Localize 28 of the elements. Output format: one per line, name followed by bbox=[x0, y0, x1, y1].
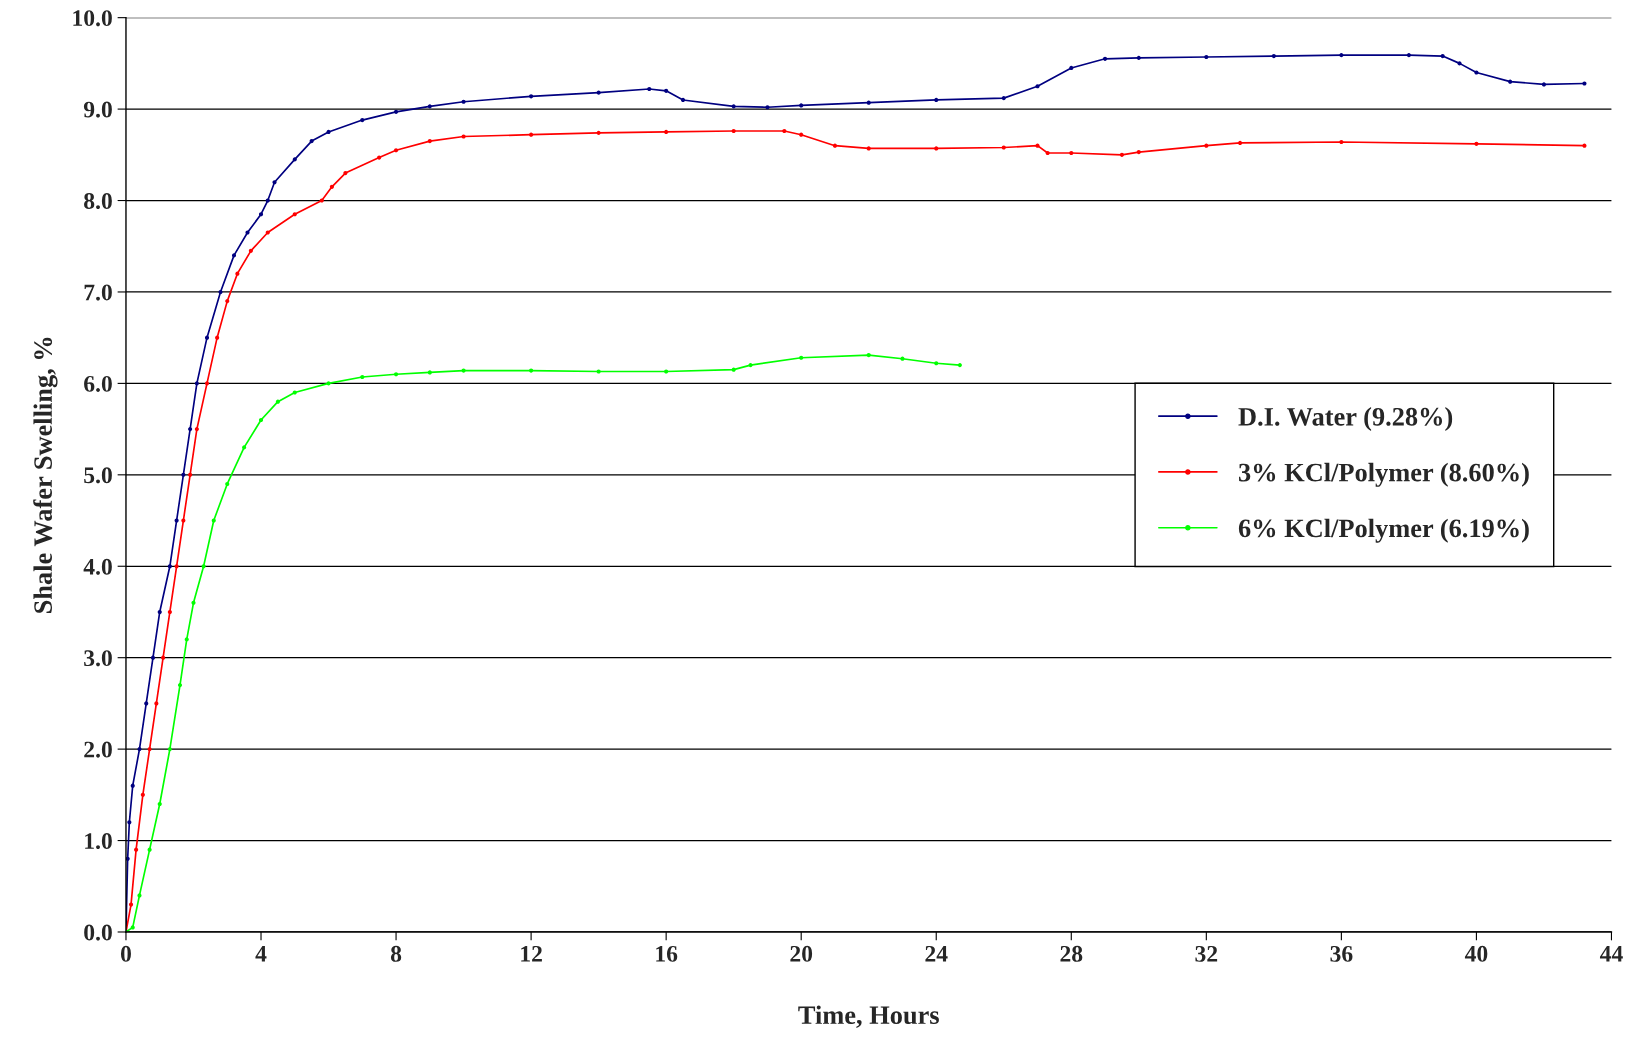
x-tick-label: 20 bbox=[790, 945, 813, 962]
x-tick-label: 24 bbox=[925, 945, 948, 962]
y-axis-title: Shale Wafer Swelling, % bbox=[33, 337, 58, 613]
x-tick-label: 40 bbox=[1464, 945, 1488, 962]
x-tick-label: 32 bbox=[1195, 945, 1218, 962]
x-tick-label: 28 bbox=[1060, 945, 1083, 962]
legend-label: 3% KCl/Polymer (8.60%) bbox=[1238, 462, 1529, 487]
legend-label: 6% KCl/Polymer (6.19%) bbox=[1238, 518, 1529, 543]
y-tick-label: 5.0 bbox=[84, 467, 112, 484]
y-tick-label: 3.0 bbox=[84, 650, 112, 667]
x-tick-label: 36 bbox=[1330, 945, 1353, 962]
legend-label: D.I. Water (9.28%) bbox=[1238, 407, 1453, 432]
y-tick-label: 7.0 bbox=[84, 284, 112, 301]
y-tick-label: 8.0 bbox=[84, 193, 112, 210]
x-tick-label: 12 bbox=[521, 945, 542, 962]
y-tick-label: 0.0 bbox=[84, 924, 112, 941]
x-tick-label: 0 bbox=[120, 945, 131, 962]
y-tick-label: 9.0 bbox=[83, 101, 112, 118]
y-tick-label: 1.0 bbox=[85, 833, 112, 850]
x-tick-label: 16 bbox=[656, 945, 678, 962]
x-tick-label: 8 bbox=[390, 945, 402, 962]
y-tick-label: 2.0 bbox=[84, 741, 112, 758]
y-tick-label: 10.0 bbox=[73, 10, 112, 27]
y-tick-label: 6.0 bbox=[84, 375, 112, 392]
x-tick-label: 44 bbox=[1599, 946, 1623, 962]
y-tick-label: 4.0 bbox=[83, 558, 112, 575]
x-axis-title: Time, Hours bbox=[798, 1005, 939, 1028]
x-tick-label: 4 bbox=[255, 946, 267, 962]
